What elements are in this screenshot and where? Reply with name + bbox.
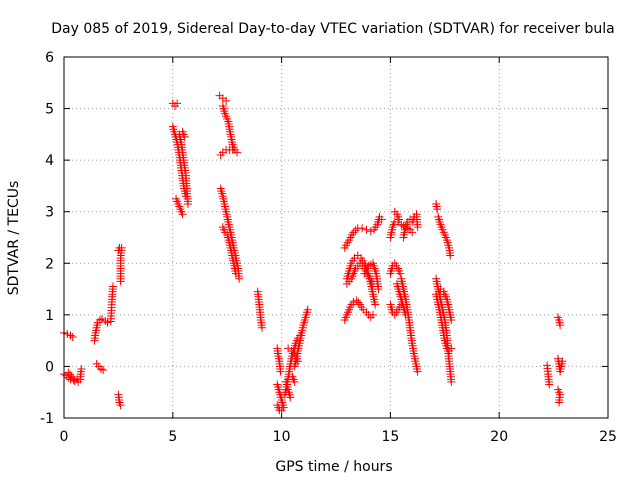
y-tick-label: 1	[45, 308, 54, 324]
data-point	[65, 370, 74, 379]
data-point	[178, 210, 187, 219]
data-point	[545, 380, 554, 389]
data-point	[555, 398, 564, 407]
data-point	[396, 269, 405, 278]
data-point	[286, 393, 295, 402]
data-point	[351, 226, 360, 235]
gridlines	[64, 57, 608, 418]
data-point	[358, 224, 367, 233]
y-tick-label: 6	[45, 50, 54, 66]
data-point	[108, 282, 117, 291]
x-axis-label: GPS time / hours	[275, 459, 392, 475]
data-point	[408, 228, 417, 237]
data-point	[180, 132, 189, 141]
y-tick-label: 2	[45, 256, 54, 272]
axis-ticks: 0 5 10 15 20 25 -1 0 1 2 3 4 5 6	[40, 50, 617, 445]
x-tick-label: 5	[168, 429, 177, 445]
chart-title: Day 085 of 2019, Sidereal Day-to-day VTE…	[51, 21, 614, 37]
y-tick-label: -1	[40, 411, 54, 427]
data-point	[303, 305, 312, 314]
data-point	[103, 318, 112, 327]
data-point	[184, 199, 193, 208]
data-point	[68, 333, 77, 342]
data-point	[368, 310, 377, 319]
data-point	[556, 321, 565, 330]
data-point	[446, 251, 455, 260]
data-point	[366, 227, 375, 236]
data-point	[374, 285, 383, 294]
plot-frame	[63, 56, 609, 419]
data-point	[413, 367, 422, 376]
data-point	[64, 368, 73, 377]
data-point	[371, 300, 380, 309]
data-point	[377, 215, 386, 224]
data-point	[173, 99, 182, 108]
x-tick-label: 25	[599, 429, 617, 445]
data-point	[352, 296, 361, 305]
data-point	[276, 367, 285, 376]
y-tick-label: 3	[45, 205, 54, 221]
data-point	[433, 205, 442, 214]
data-point	[447, 316, 456, 325]
data-point	[558, 357, 567, 366]
data-point	[349, 297, 358, 306]
y-tick-label: 5	[45, 102, 54, 118]
data-point	[290, 377, 299, 386]
data-point	[232, 148, 241, 157]
data-point	[76, 375, 85, 384]
data-point	[77, 365, 86, 374]
x-tick-label: 10	[273, 429, 291, 445]
data-point	[63, 329, 72, 338]
data-point	[222, 96, 231, 105]
data-point	[70, 376, 79, 385]
data-point	[277, 406, 286, 415]
x-tick-label: 20	[490, 429, 508, 445]
data-point	[116, 401, 125, 410]
data-point	[235, 274, 244, 283]
data-marks	[60, 91, 567, 415]
data-point	[413, 223, 422, 232]
y-tick-label: 4	[45, 153, 54, 169]
data-point	[69, 374, 78, 383]
x-tick-label: 15	[381, 429, 399, 445]
data-point	[362, 225, 371, 234]
data-point	[447, 377, 456, 386]
x-tick-label: 0	[60, 429, 69, 445]
data-point	[447, 344, 456, 353]
data-point	[231, 269, 240, 278]
y-axis-label: SDTVAR / TECUs	[6, 181, 22, 296]
data-point	[258, 323, 267, 332]
data-point	[116, 277, 125, 286]
data-point	[395, 215, 404, 224]
data-point	[228, 145, 237, 154]
data-point	[98, 314, 107, 323]
data-point	[99, 366, 108, 375]
data-point	[354, 298, 363, 307]
data-point	[67, 372, 76, 381]
y-tick-label: 0	[45, 359, 54, 375]
